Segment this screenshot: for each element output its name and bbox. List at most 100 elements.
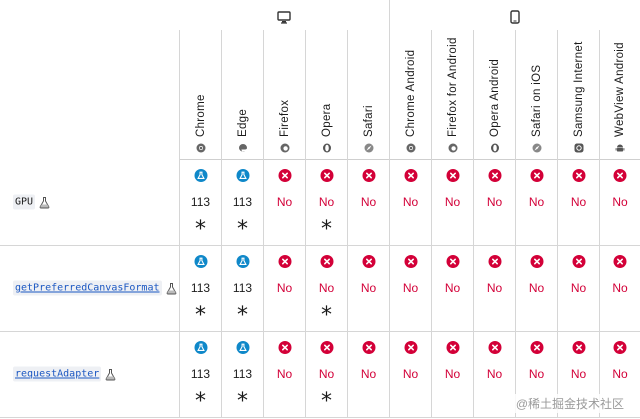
browser-name: Safari <box>362 105 375 137</box>
browser-header: Chrome Edge Firefox Opera Safari Chrome Andro… <box>179 30 640 160</box>
version-label: No <box>276 281 293 295</box>
no-support-icon <box>278 169 291 182</box>
support-cell[interactable]: No <box>389 159 431 245</box>
no-support-icon <box>362 341 375 354</box>
browser-name: Chrome Android <box>404 49 417 137</box>
support-cell[interactable]: No <box>347 331 389 417</box>
feature-label: GPU <box>13 194 50 210</box>
version-label: No <box>486 195 503 209</box>
no-support-icon <box>404 341 417 354</box>
browser-name: Opera <box>320 103 333 137</box>
support-cell[interactable]: 113 * <box>221 245 263 331</box>
support-cell[interactable]: No <box>473 331 515 417</box>
footnote-asterisk[interactable]: * <box>321 389 332 414</box>
feature-link[interactable]: requestAdapter <box>13 366 102 382</box>
footnote-asterisk[interactable]: * <box>237 217 248 242</box>
version-label: No <box>402 195 419 209</box>
footnote-asterisk[interactable]: * <box>237 389 248 414</box>
samsung-internet-icon <box>574 140 584 153</box>
watermark: @稀土掘金技术社区 <box>511 394 628 413</box>
support-cell[interactable]: No * <box>305 245 347 331</box>
no-support-icon <box>572 169 585 182</box>
browser-name: Safari on iOS <box>530 64 543 137</box>
no-support-icon <box>530 169 543 182</box>
no-support-icon <box>446 169 459 182</box>
no-support-icon <box>320 341 333 354</box>
support-cell[interactable]: 113 * <box>179 245 221 331</box>
version-label: No <box>528 367 545 381</box>
safari-icon <box>532 140 542 153</box>
support-cell[interactable]: No <box>431 331 473 417</box>
support-cell[interactable]: No <box>557 331 599 417</box>
support-cell[interactable]: No <box>473 159 515 245</box>
support-cell[interactable]: No <box>599 331 640 417</box>
support-cell[interactable]: No <box>557 245 599 331</box>
support-cell[interactable]: No * <box>305 331 347 417</box>
support-cell[interactable]: No * <box>305 159 347 245</box>
no-support-icon <box>613 255 627 268</box>
version-label: No <box>444 195 461 209</box>
support-cell[interactable]: No <box>599 245 640 331</box>
browser-column-opera-android: Opera Android <box>473 30 515 159</box>
version-label: 113 <box>232 281 253 295</box>
support-cell[interactable]: 113 * <box>179 331 221 417</box>
edge-icon <box>238 140 248 152</box>
support-cell[interactable]: No <box>263 159 305 245</box>
version-label: No <box>360 367 377 381</box>
no-support-icon <box>278 341 291 354</box>
safari-icon <box>364 140 374 153</box>
footnote-asterisk[interactable]: * <box>195 389 206 414</box>
browser-column-edge: Edge <box>221 30 263 159</box>
version-label: No <box>486 281 503 295</box>
browser-name: Opera Android <box>488 58 501 137</box>
table-row: GPU 113 * 113 * No No * No No No No No No No <box>0 159 640 246</box>
support-cell[interactable]: No <box>599 159 640 245</box>
support-cell[interactable]: No <box>347 245 389 331</box>
support-cell[interactable]: No <box>389 245 431 331</box>
platform-desktop <box>179 0 390 34</box>
full-support-icon <box>194 255 207 268</box>
firefox-icon <box>448 140 458 153</box>
support-cell[interactable]: No <box>431 159 473 245</box>
browser-column-safari: Safari <box>347 30 389 159</box>
browser-column-webview-android: WebView Android <box>599 30 640 159</box>
support-cell[interactable]: No <box>263 331 305 417</box>
support-cell[interactable]: No <box>263 245 305 331</box>
support-cell[interactable]: 113 * <box>221 159 263 245</box>
support-cell[interactable]: No <box>431 245 473 331</box>
version-label: No <box>402 281 419 295</box>
feature-text: GPU <box>13 194 36 210</box>
browser-column-firefox: Firefox <box>263 30 305 159</box>
footnote-asterisk[interactable]: * <box>237 303 248 328</box>
support-cell[interactable]: No <box>515 245 557 331</box>
version-label: No <box>528 281 545 295</box>
support-cell[interactable]: No <box>515 331 557 417</box>
android-icon <box>615 140 625 152</box>
support-cell[interactable]: No <box>389 331 431 417</box>
browser-column-firefox-for-android: Firefox for Android <box>431 30 473 159</box>
feature-label: requestAdapter <box>13 366 116 382</box>
version-label: No <box>360 195 377 209</box>
table-row: getPreferredCanvasFormat 113 * 113 * No No * No N… <box>0 245 640 332</box>
footnote-asterisk[interactable]: * <box>321 303 332 328</box>
support-cell[interactable]: 113 * <box>221 331 263 417</box>
version-label: No <box>612 195 628 209</box>
version-label: No <box>276 367 293 381</box>
footnote-asterisk[interactable]: * <box>195 217 206 242</box>
footnote-asterisk[interactable]: * <box>195 303 206 328</box>
browser-name: Chrome <box>194 94 207 137</box>
no-support-icon <box>404 169 417 182</box>
support-cell[interactable]: 113 * <box>179 159 221 245</box>
feature-link[interactable]: getPreferredCanvasFormat <box>13 280 162 296</box>
version-label: No <box>486 367 503 381</box>
browser-column-chrome-android: Chrome Android <box>389 30 431 159</box>
no-support-icon <box>404 255 417 268</box>
version-label: No <box>612 281 628 295</box>
no-support-icon <box>362 255 375 268</box>
version-label: 113 <box>190 281 211 295</box>
support-cell[interactable]: No <box>515 159 557 245</box>
footnote-asterisk[interactable]: * <box>321 217 332 242</box>
support-cell[interactable]: No <box>347 159 389 245</box>
support-cell[interactable]: No <box>473 245 515 331</box>
support-cell[interactable]: No <box>557 159 599 245</box>
